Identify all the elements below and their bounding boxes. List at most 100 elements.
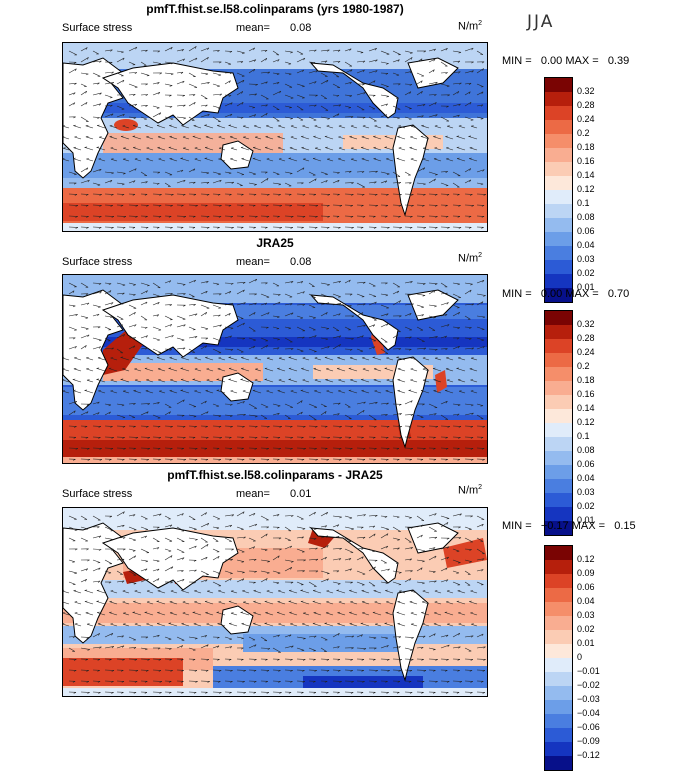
colorbar-tick-label: 0.12 <box>577 182 595 196</box>
colorbar-tick-label: 0.02 <box>577 266 595 280</box>
colorbar-tick-label: 0.03 <box>577 608 600 622</box>
colorbar-segment <box>545 106 572 120</box>
colorbar-tick-label: 0.08 <box>577 443 595 457</box>
colorbar-segment <box>545 588 572 602</box>
surface-stress-map <box>63 508 488 697</box>
units-label: N/m2 <box>458 20 482 33</box>
colorbar-tick-label: 0.16 <box>577 387 595 401</box>
colorbar-tick-label: 0.14 <box>577 168 595 182</box>
min-max-readout: MIN = 0.00 MAX = 0.70 <box>502 288 629 300</box>
colorbar-segment <box>545 560 572 574</box>
colorbar-segment <box>545 120 572 134</box>
colorbar-segment <box>545 714 572 728</box>
colorbar-tick-label: 0.02 <box>577 622 600 636</box>
colorbar-segment <box>545 339 572 353</box>
max-label: MAX = <box>565 55 598 67</box>
units-exponent: 2 <box>478 484 482 491</box>
min-max-readout: MIN = 0.00 MAX = 0.39 <box>502 55 629 67</box>
surface-stress-map <box>63 43 488 232</box>
colorbar-segment <box>545 616 572 630</box>
colorbar-tick-label: 0.18 <box>577 373 595 387</box>
colorbar-segment <box>545 451 572 465</box>
colorbar-segment <box>545 78 572 92</box>
colorbar-tick-label: 0.06 <box>577 457 595 471</box>
max-value: 0.15 <box>614 520 635 532</box>
units-text: N/m <box>458 253 478 265</box>
min-label: MIN = <box>502 520 532 532</box>
surface-stress-map <box>63 275 488 464</box>
mean-value: 0.01 <box>290 488 311 500</box>
colorbar-tick-label: 0.32 <box>577 317 595 331</box>
max-value: 0.70 <box>608 288 629 300</box>
colorbar-tick-label: −0.12 <box>577 748 600 762</box>
mean-value: 0.08 <box>290 256 311 268</box>
colorbar-tick-label: −0.02 <box>577 678 600 692</box>
colorbar-segment <box>545 700 572 714</box>
colorbar-tick-label: 0.28 <box>577 331 595 345</box>
colorbar-tick-label: 0.08 <box>577 210 595 224</box>
colorbar-tick-label: 0.02 <box>577 499 595 513</box>
colorbar-tick-label: 0.06 <box>577 580 600 594</box>
colorbar-segment <box>545 274 572 288</box>
colorbar-tick-label: −0.09 <box>577 734 600 748</box>
colorbar-segment <box>545 507 572 521</box>
colorbar-tick-label: 0.32 <box>577 84 595 98</box>
panel-title: JRA25 <box>0 236 550 250</box>
colorbar-tick-label: 0.1 <box>577 196 595 210</box>
field-label: Surface stress <box>62 488 132 500</box>
colorbar-segment <box>545 423 572 437</box>
units-label: N/m2 <box>458 484 482 497</box>
min-value: 0.00 <box>541 288 562 300</box>
colorbar-segment <box>545 630 572 644</box>
min-label: MIN = <box>502 288 532 300</box>
colorbar-segment <box>545 658 572 672</box>
colorbar-tick-label: 0.2 <box>577 126 595 140</box>
mean-label: mean= <box>236 22 270 34</box>
min-value: 0.00 <box>541 55 562 67</box>
colorbar-segment <box>545 546 572 560</box>
colorbar-tick-label: 0.01 <box>577 636 600 650</box>
min-label: MIN = <box>502 55 532 67</box>
max-label: MAX = <box>565 288 598 300</box>
colorbar-segment <box>545 311 572 325</box>
colorbar-tick-label: 0 <box>577 650 600 664</box>
colorbar-segment <box>545 728 572 742</box>
field-label: Surface stress <box>62 22 132 34</box>
colorbar-jra25 <box>544 310 573 536</box>
colorbar-segment <box>545 493 572 507</box>
colorbar-segment <box>545 260 572 274</box>
mean-label: mean= <box>236 256 270 268</box>
map-panel-model <box>62 42 488 232</box>
colorbar-segment <box>545 325 572 339</box>
colorbar-segment <box>545 395 572 409</box>
colorbar-segment <box>545 134 572 148</box>
units-text: N/m <box>458 21 478 33</box>
colorbar-tick-label: −0.04 <box>577 706 600 720</box>
colorbar-tick-label: 0.16 <box>577 154 595 168</box>
colorbar-tick-label: −0.01 <box>577 664 600 678</box>
mean-label: mean= <box>236 488 270 500</box>
colorbar-segment <box>545 190 572 204</box>
colorbar-segment <box>545 574 572 588</box>
units-exponent: 2 <box>478 20 482 27</box>
colorbar-segment <box>545 176 572 190</box>
max-value: 0.39 <box>608 55 629 67</box>
colorbar-segment <box>545 644 572 658</box>
units-text: N/m <box>458 485 478 497</box>
min-max-readout: MIN = −0.17 MAX = 0.15 <box>502 520 636 532</box>
colorbar-segment <box>545 686 572 700</box>
colorbar-segment <box>545 602 572 616</box>
colorbar-segment <box>545 204 572 218</box>
map-panel-jra25 <box>62 274 488 464</box>
colorbar-segment <box>545 367 572 381</box>
panel-title: pmfT.fhist.se.l58.colinparams (yrs 1980-… <box>0 2 550 16</box>
colorbar-tick-label: 0.14 <box>577 401 595 415</box>
colorbar-segment <box>545 162 572 176</box>
field-label: Surface stress <box>62 256 132 268</box>
colorbar-tick-label: 0.18 <box>577 140 595 154</box>
colorbar-tick-label: 0.06 <box>577 224 595 238</box>
colorbar-segment <box>545 92 572 106</box>
